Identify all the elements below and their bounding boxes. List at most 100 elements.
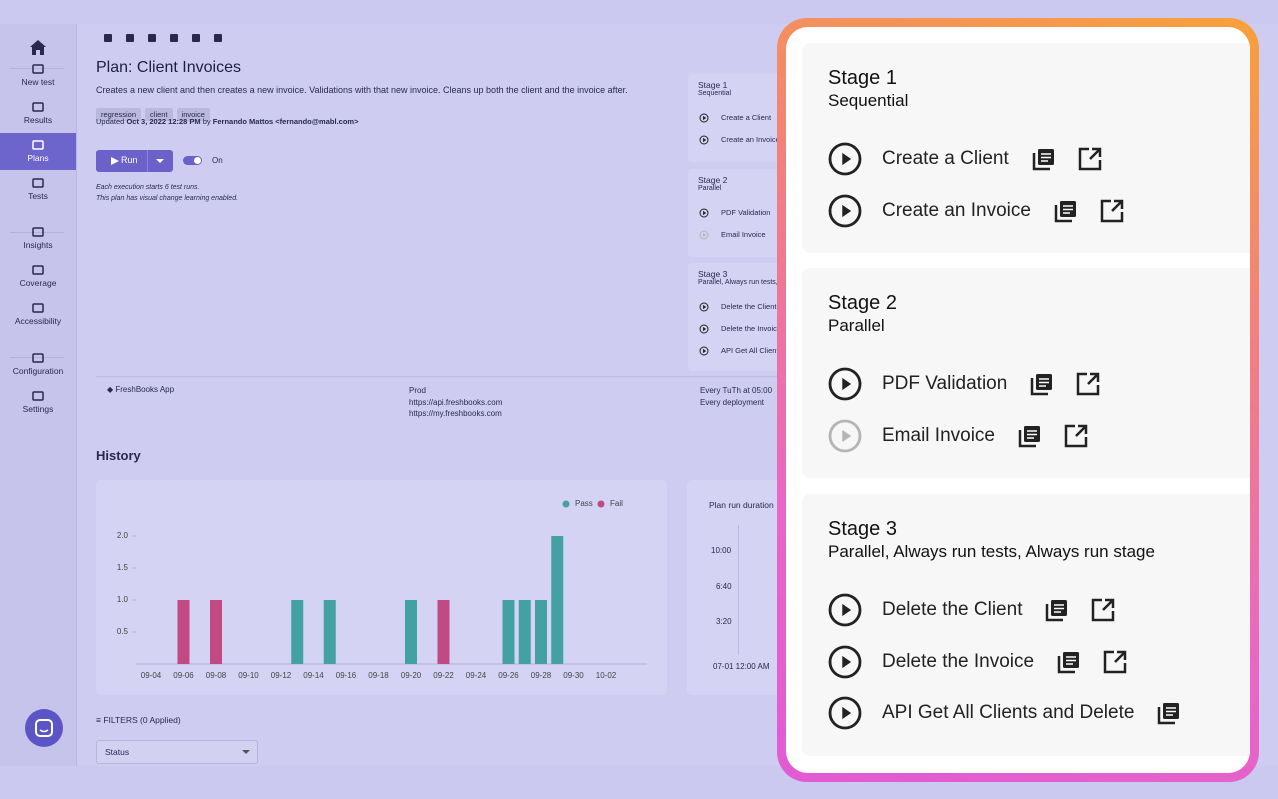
stage-mode: Parallel: [698, 185, 722, 192]
icon-part: [1158, 707, 1176, 725]
test-row[interactable]: API Get All Clients and Delete: [828, 695, 1202, 731]
nav-icon: [32, 140, 44, 150]
stage-name: Stage 2: [828, 292, 897, 314]
sidebar-label: Insights: [23, 240, 53, 250]
x-tick-label: 09-24: [466, 671, 487, 680]
play-icon: [828, 593, 862, 627]
sidebar-item[interactable]: Accessibility: [0, 296, 76, 333]
chat-button[interactable]: [25, 709, 63, 747]
sidebar-divider: [10, 232, 64, 233]
nav-icon: [32, 265, 44, 275]
bar: [535, 600, 547, 664]
dropdown-icon: [242, 750, 250, 754]
stage-popup: Stage 1 Sequential Create a Client Create a…: [777, 18, 1259, 782]
icon-part: [1066, 655, 1077, 665]
icon-part: [699, 346, 709, 356]
plan-title: Plan: Client Invoices: [96, 59, 241, 76]
toolbar-icon: [148, 34, 156, 42]
icon-part: [828, 419, 862, 452]
sidebar-item[interactable]: Insights: [0, 220, 76, 257]
sidebar-item[interactable]: Plans: [0, 133, 76, 170]
sidebar-item[interactable]: Settings: [0, 384, 76, 421]
y-tick-label: 2.0: [117, 531, 129, 540]
test-row[interactable]: Delete the Invoice: [828, 644, 1128, 680]
sidebar-label: Accessibility: [14, 316, 62, 326]
schedule: Every TuTh at 05:00 Every deployment: [700, 385, 772, 408]
icon-part: [32, 178, 44, 188]
sidebar-item[interactable]: New test: [0, 57, 76, 94]
stage-mode: Parallel, Always run tests, Always run s…: [698, 279, 780, 286]
icon-part: [699, 230, 709, 240]
updated-prefix: Updated: [96, 117, 125, 126]
test-row[interactable]: Email Invoice: [828, 418, 1089, 454]
x-tick-label: 09-18: [368, 671, 389, 680]
test-name: Create an Invoice: [882, 199, 1031, 221]
toolbar-icon: [214, 34, 222, 42]
bar: [291, 600, 304, 664]
sidebar-item[interactable]: Configuration: [0, 346, 76, 383]
toolbar-icon: [104, 34, 112, 42]
filters[interactable]: ≡ FILTERS (0 Applied): [96, 715, 181, 725]
icon-part: [828, 142, 862, 176]
toggle[interactable]: [183, 156, 202, 165]
icon-part: [842, 204, 852, 217]
sidebar-item[interactable]: Coverage: [0, 258, 76, 295]
icon-part: [1100, 199, 1124, 222]
x-tick-label: 09-26: [498, 671, 519, 680]
run-button[interactable]: Run: [96, 150, 173, 172]
icon-part: [32, 140, 44, 150]
toolbar-icon: [126, 34, 134, 42]
status-select[interactable]: Status: [96, 740, 258, 764]
icon-part: [842, 377, 852, 391]
icon-part: [699, 113, 709, 123]
stage-summary-block: Stage 1 Sequential Create a Client Create a…: [688, 74, 780, 162]
app-label: FreshBooks App: [115, 385, 175, 394]
stage-mode: Sequential: [828, 91, 909, 110]
play-icon: [828, 419, 862, 452]
test-name: PDF Validation: [882, 373, 1008, 394]
x-tick-label: 09-14: [303, 671, 324, 680]
icon-part: [703, 137, 707, 143]
icon-part: [842, 429, 852, 442]
icon-part: [1087, 372, 1100, 385]
legend-label: Fail: [610, 499, 623, 508]
icon-part: [1062, 204, 1073, 214]
stage-mode: Parallel: [828, 316, 885, 335]
icon-part: [1078, 147, 1101, 171]
filters-applied: (0 Applied): [140, 715, 181, 725]
icon-part: [1040, 153, 1051, 162]
sidebar-item[interactable]: Tests: [0, 171, 76, 208]
docs-icon: [1032, 149, 1054, 171]
icon-part: [699, 302, 709, 312]
updated-line: Updated Oct 3, 2022 12:28 PM by Fernando…: [96, 117, 358, 126]
duration-tick: 10:00: [711, 546, 732, 555]
note: Each execution starts 6 test runs.: [96, 184, 200, 191]
sidebar-label: Plans: [27, 153, 49, 163]
env-name: Prod: [409, 386, 426, 395]
play-icon: [699, 346, 709, 356]
toggle-knob: [194, 157, 201, 164]
x-tick-label: 09-10: [238, 671, 259, 680]
icon-part: [32, 303, 44, 313]
play-icon: [828, 367, 862, 401]
sidebar-label: Coverage: [19, 278, 57, 288]
stage-mode: Sequential: [698, 90, 732, 97]
docs-icon: [1057, 651, 1080, 673]
icon-part: [170, 34, 178, 42]
docs-icon: [1046, 600, 1068, 622]
test-row[interactable]: PDF Validation: [828, 366, 1101, 402]
y-tick-label: 1.0: [117, 595, 129, 604]
test-row[interactable]: Delete the Client: [828, 592, 1116, 628]
test-row[interactable]: Create an Invoice: [828, 193, 1125, 229]
y-tick-label: 1.5: [117, 563, 129, 572]
test-row[interactable]: Create a Client: [828, 141, 1103, 177]
icon-part: [1088, 147, 1101, 160]
test-name: Create an Invoice: [721, 135, 780, 144]
duration-tick: 6:40: [716, 582, 732, 591]
dropdown-icon: [156, 159, 164, 163]
duration-tick: 3:20: [716, 617, 732, 626]
icon-part: [32, 64, 44, 74]
sidebar-item[interactable]: Results: [0, 95, 76, 132]
x-tick-label: 09-20: [401, 671, 422, 680]
icon-part: [699, 324, 709, 334]
